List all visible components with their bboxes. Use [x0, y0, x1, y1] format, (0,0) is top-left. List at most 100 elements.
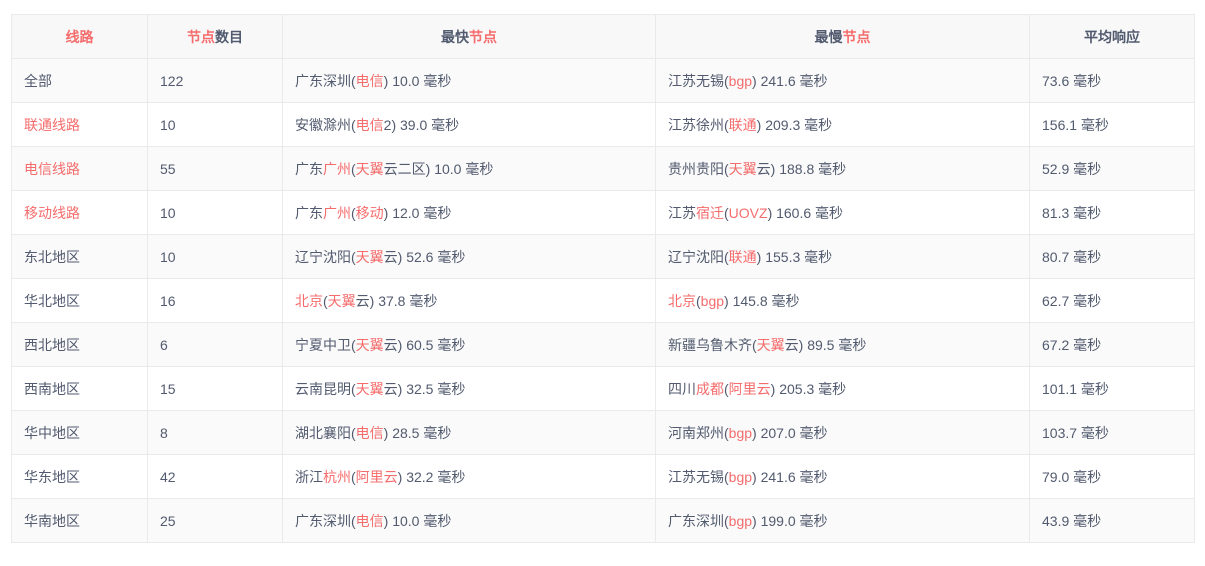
line-name-cell: 电信线路: [11, 146, 148, 191]
plain-text: 2) 39.0 毫秒: [383, 116, 460, 133]
column-header-line: 线路: [11, 14, 148, 59]
highlighted-text: 天翼: [355, 336, 384, 353]
plain-text: 华南地区: [24, 512, 80, 529]
plain-text: 浙江: [295, 468, 323, 485]
highlighted-text: bgp: [728, 468, 753, 485]
avg-response-cell: 52.9 毫秒: [1029, 146, 1195, 191]
plain-text: 江苏: [668, 204, 696, 221]
table-row: 电信线路 55 广东广州(天翼云二区) 10.0 毫秒 贵州贵阳(天翼云) 188.8…: [11, 146, 1195, 191]
highlighted-text: 电信线路: [24, 160, 80, 177]
plain-text: (: [351, 160, 356, 177]
fastest-node-cell: 湖北襄阳(电信) 28.5 毫秒: [282, 410, 656, 455]
slowest-node-cell: 广东深圳(bgp) 199.0 毫秒: [655, 498, 1030, 543]
plain-text: 东北地区: [24, 248, 80, 265]
highlighted-text: 宿迁: [696, 204, 724, 221]
plain-text: ) 155.3 毫秒: [756, 248, 833, 265]
plain-text: (: [351, 468, 356, 485]
plain-text: 云二区) 10.0 毫秒: [383, 160, 494, 177]
table-row: 华南地区 25 广东深圳(电信) 10.0 毫秒 广东深圳(bgp) 199.0 毫秒…: [11, 498, 1195, 543]
table-row: 西南地区 15 云南昆明(天翼云) 32.5 毫秒 四川成都(阿里云) 205.3 毫…: [11, 366, 1195, 411]
plain-text: 西南地区: [24, 380, 80, 397]
highlighted-text: 联通线路: [24, 116, 80, 133]
highlighted-text: 阿里云: [728, 380, 771, 397]
slowest-node-cell: 辽宁沈阳(联通) 155.3 毫秒: [655, 234, 1030, 279]
table-row: 西北地区 6 宁夏中卫(天翼云) 60.5 毫秒 新疆乌鲁木齐(天翼云) 89.5 毫…: [11, 322, 1195, 367]
avg-response-cell: 73.6 毫秒: [1029, 58, 1195, 103]
highlighted-text: 天翼: [355, 248, 384, 265]
table-row: 东北地区 10 辽宁沈阳(天翼云) 52.6 毫秒 辽宁沈阳(联通) 155.3 毫秒…: [11, 234, 1195, 279]
plain-text: 广东: [295, 160, 323, 177]
fastest-node-cell: 北京(天翼云) 37.8 毫秒: [282, 278, 656, 323]
plain-text: (: [724, 204, 729, 221]
highlighted-text: 成都: [696, 380, 724, 397]
plain-text: 全部: [24, 72, 52, 89]
node-count-cell: 55: [147, 146, 283, 191]
node-count-cell: 25: [147, 498, 283, 543]
plain-text: 西北地区: [24, 336, 80, 353]
node-count-cell: 15: [147, 366, 283, 411]
table-row: 移动线路 10 广东广州(移动) 12.0 毫秒 江苏宿迁(UOVZ) 160.6 毫…: [11, 190, 1195, 235]
slowest-node-cell: 北京(bgp) 145.8 毫秒: [655, 278, 1030, 323]
plain-text: ) 160.6 毫秒: [767, 204, 844, 221]
plain-text: ) 209.3 毫秒: [756, 116, 833, 133]
plain-text: 华北地区: [24, 292, 80, 309]
highlighted-text: 移动线路: [24, 204, 80, 221]
line-name-cell: 华南地区: [11, 498, 148, 543]
plain-text: 云) 32.5 毫秒: [383, 380, 466, 397]
slowest-node-cell: 河南郑州(bgp) 207.0 毫秒: [655, 410, 1030, 455]
plain-text: ) 207.0 毫秒: [752, 424, 828, 441]
plain-text: (: [696, 292, 701, 309]
highlighted-text: 广州: [323, 204, 351, 221]
highlighted-text: bgp: [728, 512, 753, 529]
plain-text: 湖北襄阳(: [295, 424, 356, 441]
highlighted-text: 节点: [469, 28, 497, 45]
table-head: 线路 节点数目 最快节点 最慢节点 平均响应: [11, 14, 1195, 59]
plain-text: 华东地区: [24, 468, 80, 485]
plain-text: 辽宁沈阳(: [668, 248, 729, 265]
line-name-cell: 全部: [11, 58, 148, 103]
plain-text: 最快: [441, 28, 469, 45]
fastest-node-cell: 广东广州(天翼云二区) 10.0 毫秒: [282, 146, 656, 191]
plain-text: 新疆乌鲁木齐(: [668, 336, 757, 353]
highlighted-text: 广州: [323, 160, 351, 177]
line-name-cell: 华东地区: [11, 454, 148, 499]
line-name-cell: 华北地区: [11, 278, 148, 323]
table-row: 联通线路 10 安徽滁州(电信2) 39.0 毫秒 江苏徐州(联通) 209.3 毫秒…: [11, 102, 1195, 147]
node-count-cell: 8: [147, 410, 283, 455]
plain-text: (: [724, 380, 729, 397]
plain-text: 云) 89.5 毫秒: [784, 336, 867, 353]
avg-response-cell: 101.1 毫秒: [1029, 366, 1195, 411]
plain-text: 数目: [215, 28, 243, 45]
avg-response-cell: 81.3 毫秒: [1029, 190, 1195, 235]
highlighted-text: 联通: [728, 248, 757, 265]
plain-text: 广东深圳(: [295, 512, 356, 529]
column-header-slowest: 最慢节点: [655, 14, 1030, 59]
highlighted-text: 天翼: [728, 160, 757, 177]
line-name-cell: 华中地区: [11, 410, 148, 455]
plain-text: 广东: [295, 204, 323, 221]
node-count-cell: 10: [147, 102, 283, 147]
header-row: 线路 节点数目 最快节点 最慢节点 平均响应: [11, 14, 1195, 59]
avg-response-cell: 80.7 毫秒: [1029, 234, 1195, 279]
node-count-cell: 122: [147, 58, 283, 103]
avg-response-cell: 67.2 毫秒: [1029, 322, 1195, 367]
line-name-cell: 联通线路: [11, 102, 148, 147]
plain-text: ) 10.0 毫秒: [383, 512, 452, 529]
highlighted-text: 电信: [355, 72, 384, 89]
plain-text: 安徽滁州(: [295, 116, 356, 133]
fastest-node-cell: 云南昆明(天翼云) 32.5 毫秒: [282, 366, 656, 411]
highlighted-text: 天翼: [355, 160, 384, 177]
column-header-avg: 平均响应: [1029, 14, 1195, 59]
plain-text: 河南郑州(: [668, 424, 729, 441]
highlighted-text: 移动: [355, 204, 384, 221]
avg-response-cell: 62.7 毫秒: [1029, 278, 1195, 323]
plain-text: ) 205.3 毫秒: [770, 380, 847, 397]
plain-text: ) 28.5 毫秒: [383, 424, 452, 441]
plain-text: (: [351, 204, 356, 221]
line-name-cell: 西北地区: [11, 322, 148, 367]
highlighted-text: 电信: [355, 424, 384, 441]
highlighted-text: 联通: [728, 116, 757, 133]
speedtest-results-panel: 线路 节点数目 最快节点 最慢节点 平均响应 全部 122 广东深圳(电信) 10.0 毫秒…: [11, 14, 1195, 543]
highlighted-text: 阿里云: [355, 468, 398, 485]
